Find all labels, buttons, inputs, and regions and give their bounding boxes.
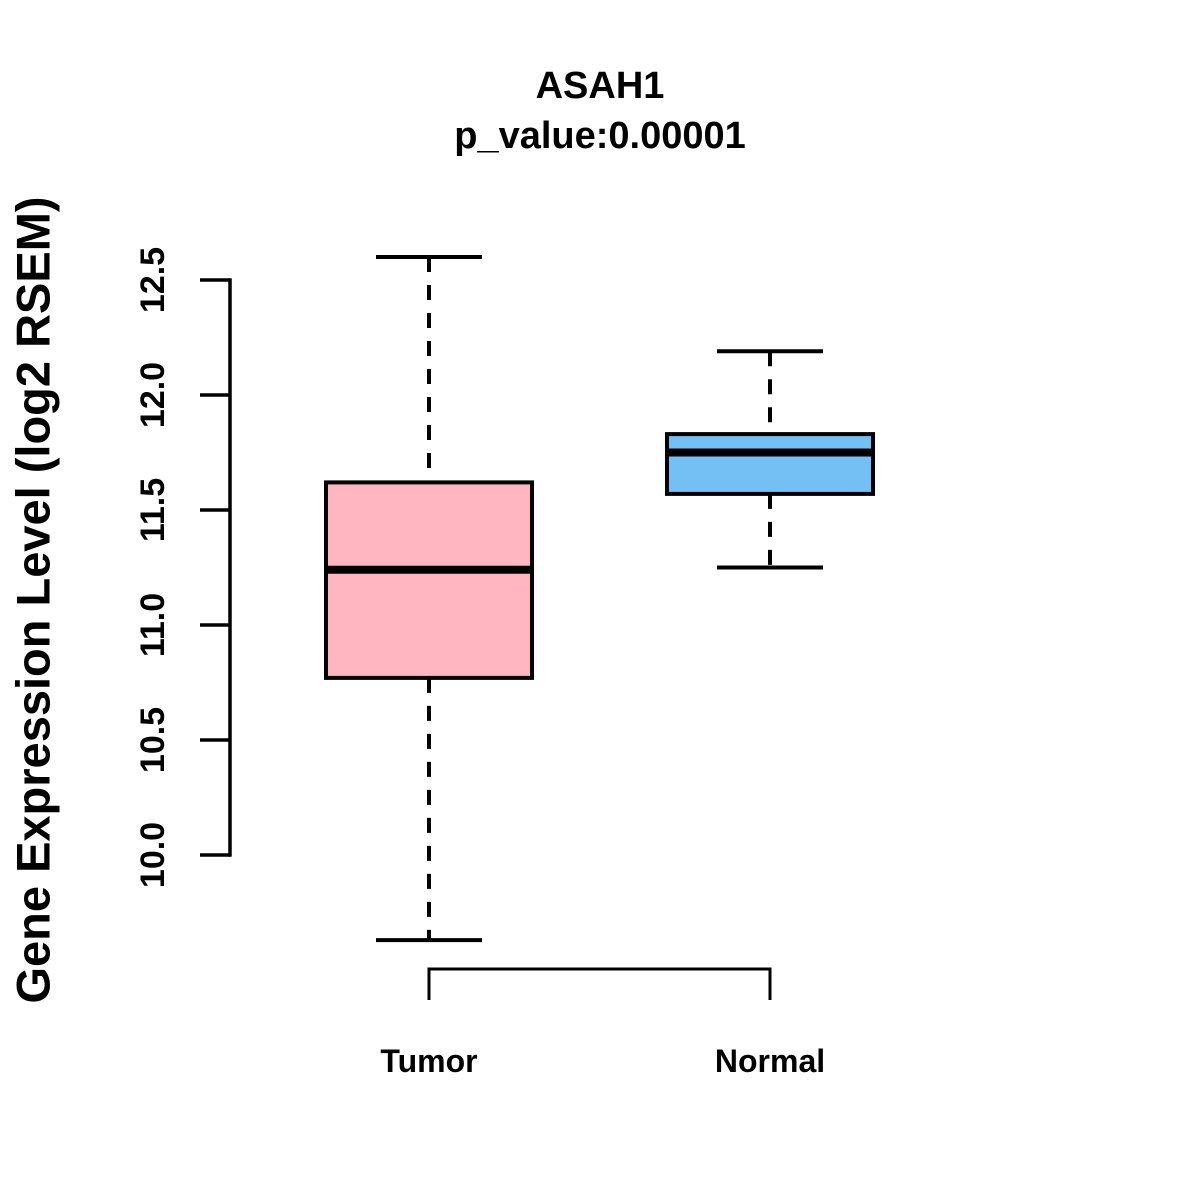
- chart-title: ASAH1: [535, 65, 665, 107]
- y-tick-label: 10.5: [134, 707, 172, 773]
- chart-subtitle: p_value:0.00001: [454, 115, 746, 157]
- y-tick-label: 12.0: [134, 362, 172, 428]
- y-tick-label: 11.0: [134, 593, 172, 657]
- box-normal: [665, 432, 875, 496]
- x-label-normal: Normal: [715, 1043, 825, 1079]
- y-tick-label: 10.0: [134, 822, 172, 888]
- y-tick-label: 11.5: [134, 478, 172, 542]
- x-label-tumor: Tumor: [380, 1043, 477, 1079]
- box-tumor: [324, 480, 534, 680]
- x-axis-bracket: [427, 967, 772, 1000]
- y-tick-label: 12.5: [134, 247, 172, 313]
